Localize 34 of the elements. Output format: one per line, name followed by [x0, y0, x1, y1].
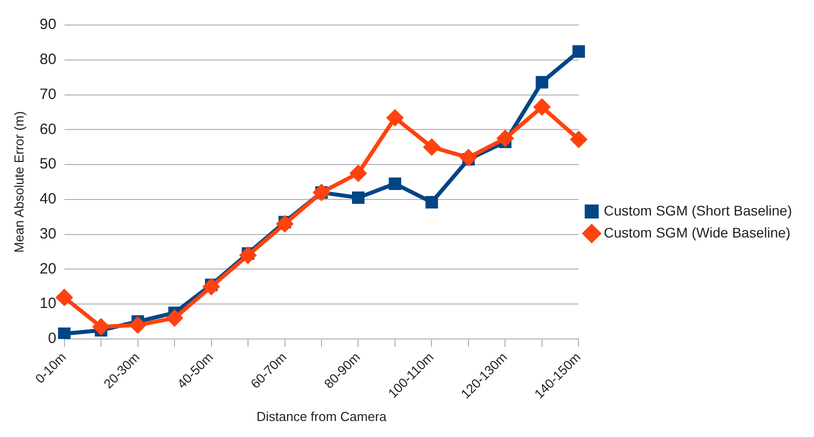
point — [56, 289, 72, 306]
point — [352, 191, 364, 204]
y-tick-label: 70 — [40, 86, 56, 103]
point — [572, 45, 585, 58]
y-tick-label: 80 — [40, 51, 56, 68]
legend-label: Custom SGM (Short Baseline) — [604, 202, 792, 218]
point — [460, 150, 476, 166]
y-tick-label: 10 — [40, 295, 56, 312]
legend-label: Custom SGM (Wide Baseline) — [604, 224, 790, 240]
point — [570, 131, 587, 148]
point — [58, 328, 71, 339]
y-tick-label: 50 — [40, 156, 56, 173]
point — [203, 278, 220, 295]
y-tick-label: 40 — [40, 190, 56, 208]
point — [240, 247, 256, 264]
y-axis-title: Mean Absolute Error (m) — [11, 111, 26, 253]
point — [130, 317, 146, 334]
point — [166, 310, 183, 326]
point — [425, 196, 438, 208]
y-tick-label: 60 — [40, 120, 56, 138]
y-tick-label: 20 — [40, 260, 56, 278]
x-axis-title: Distance from Camera — [256, 408, 388, 424]
y-tick-label: 90 — [40, 16, 56, 34]
point — [276, 216, 293, 232]
point — [350, 165, 366, 182]
point — [424, 139, 440, 156]
y-tick-label: 30 — [40, 225, 56, 242]
point — [534, 98, 550, 115]
point — [497, 130, 514, 146]
point — [388, 177, 402, 190]
point — [536, 76, 548, 88]
y-tick-label: 0 — [48, 330, 56, 348]
point — [93, 318, 110, 335]
point — [386, 110, 403, 126]
